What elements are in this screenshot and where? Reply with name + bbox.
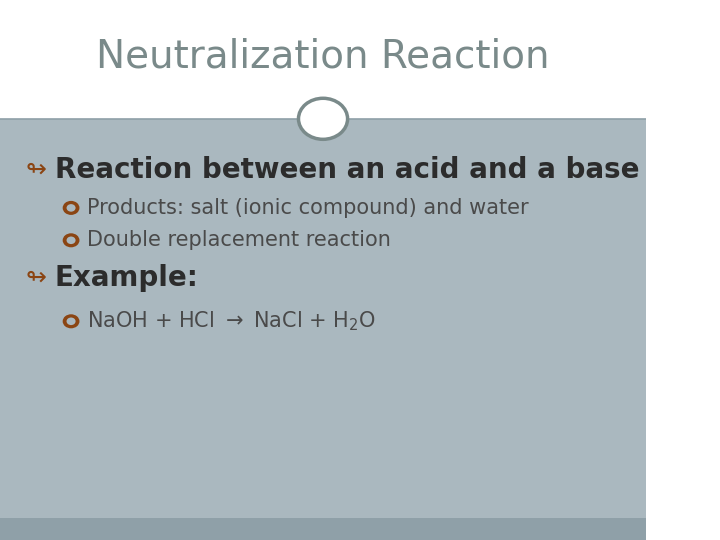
Circle shape (66, 237, 76, 244)
Circle shape (63, 201, 79, 215)
Text: ↬: ↬ (26, 266, 47, 290)
Circle shape (66, 204, 76, 212)
Circle shape (299, 98, 348, 139)
FancyBboxPatch shape (0, 0, 646, 119)
Text: ↬: ↬ (26, 158, 47, 182)
Text: Products: salt (ionic compound) and water: Products: salt (ionic compound) and wate… (87, 198, 529, 218)
Text: Neutralization Reaction: Neutralization Reaction (96, 38, 550, 76)
Circle shape (63, 314, 79, 328)
FancyBboxPatch shape (0, 119, 646, 518)
Circle shape (63, 233, 79, 247)
Text: Example:: Example: (55, 264, 199, 292)
Text: Double replacement reaction: Double replacement reaction (87, 230, 391, 251)
Circle shape (66, 318, 76, 325)
Text: Reaction between an acid and a base: Reaction between an acid and a base (55, 156, 639, 184)
FancyBboxPatch shape (0, 518, 646, 540)
Text: NaOH + HCl $\rightarrow$ NaCl + H$_2$O: NaOH + HCl $\rightarrow$ NaCl + H$_2$O (87, 309, 376, 333)
